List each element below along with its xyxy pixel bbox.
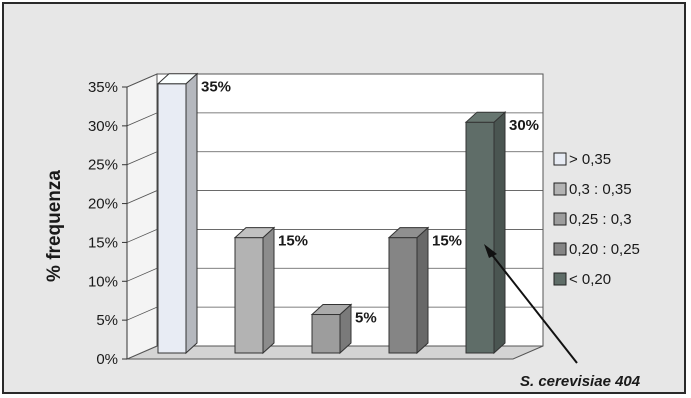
bar-top [310,304,353,316]
data-label: 15% [278,233,308,250]
bar-side [416,226,429,355]
legend-item: < 0,20 [553,271,611,288]
legend-item: > 0,35 [553,151,611,168]
legend-item: 0,20 : 0,25 [553,241,640,258]
bar-side [262,226,275,355]
plot-side-wall [126,73,158,360]
bar-top [156,73,199,85]
legend-label: < 0,20 [569,271,611,288]
annotation-arrowhead [484,244,497,258]
data-labels: 35% 15% 5% 15% 30% [201,79,539,327]
legend-label: 0,25 : 0,3 [569,211,632,228]
bar-side [185,72,198,355]
data-label: 15% [432,233,462,250]
legend-swatch [553,182,567,196]
bar-front [388,237,418,354]
bar-top [387,227,430,239]
bar [156,72,199,355]
legend-swatch [553,242,567,256]
legend-label: 0,20 : 0,25 [569,241,640,258]
bar [387,226,430,355]
bar-side [493,111,506,355]
legend-item: 0,3 : 0,35 [553,181,632,198]
data-label: 30% [509,117,539,134]
y-axis: 0% 5% 10% 15% 20% 25% 30% 35% [88,79,128,368]
y-tick-label: 30% [88,118,118,135]
chart-frame: 0% 5% 10% 15% 20% 25% 30% 35% 35% 15% 5% 15% 30% % … [2,2,686,394]
y-tick-label: 5% [96,312,118,329]
y-axis-label: % frequenza [44,170,65,282]
bar [310,303,353,355]
y-tick-label: 0% [96,351,118,368]
bars [156,72,507,355]
grid-line [126,151,543,166]
legend-label: > 0,35 [569,151,611,168]
legend-swatch [553,212,567,226]
bar-front [157,83,187,354]
y-tick-label: 15% [88,234,118,251]
bar-chart: 0% 5% 10% 15% 20% 25% 30% 35% 35% 15% 5% 15% 30% % … [44,72,641,390]
grid-line [126,190,543,204]
bar-top [233,227,276,239]
bar-front [311,314,341,354]
legend: > 0,35 0,3 : 0,35 0,25 : 0,3 0,20 : 0,25 < 0… [553,151,640,288]
legend-item: 0,25 : 0,3 [553,211,632,228]
y-tick-label: 35% [88,79,118,96]
grid-line [126,112,543,127]
data-label: 5% [355,310,377,327]
legend-label: 0,3 : 0,35 [569,181,632,198]
bar-top [464,111,507,123]
grid-line [126,73,543,88]
y-tick-label: 25% [88,157,118,174]
y-tick-label: 20% [88,196,118,213]
bar [233,226,276,355]
bar [464,111,507,355]
annotation-label: S. cerevisiae 404 [520,373,641,390]
annotation: S. cerevisiae 404 [484,244,641,390]
data-label: 35% [201,79,231,96]
annotation-arrow [488,250,578,364]
legend-swatch [553,272,567,286]
legend-swatch [553,152,567,166]
bar-front [234,237,264,354]
bar-front [465,121,495,354]
y-tick-label: 10% [88,273,118,290]
